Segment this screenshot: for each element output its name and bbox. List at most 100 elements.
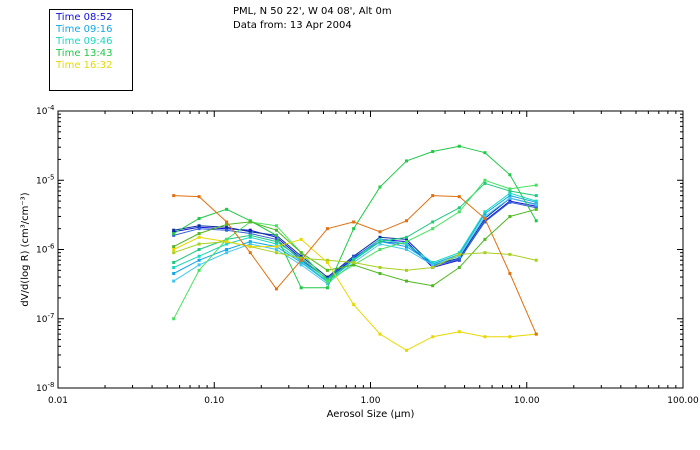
series-point (248, 232, 252, 236)
series-point (508, 194, 512, 198)
series-point (274, 233, 278, 237)
series-point (483, 335, 487, 339)
series-point (225, 242, 229, 246)
series-point (197, 217, 201, 221)
legend-entry: Time 08:52 (56, 12, 113, 23)
series-point (197, 258, 201, 262)
legend-entry: Time 09:16 (56, 24, 113, 35)
series-point (378, 230, 382, 234)
y-tick-label: 10-4 (36, 104, 55, 117)
series-point (405, 219, 409, 223)
series-point (483, 220, 487, 224)
series-point (325, 282, 329, 286)
series-point (457, 195, 461, 199)
series-point (197, 195, 201, 199)
x-axis-title: Aerosol Size (μm) (327, 409, 415, 420)
series-point (431, 335, 435, 339)
series-point (534, 194, 538, 198)
series-point (534, 258, 538, 262)
series-point (248, 230, 252, 234)
series-point (172, 317, 176, 321)
series-point (299, 258, 303, 262)
series-point (457, 206, 461, 210)
y-tick-label: 10-6 (36, 243, 55, 256)
series-point (405, 240, 409, 244)
series-point (325, 227, 329, 231)
series-point (508, 335, 512, 339)
series-point (299, 286, 303, 290)
series-point (457, 251, 461, 255)
series-point (457, 254, 461, 258)
series-point (225, 225, 229, 229)
series-point (197, 227, 201, 231)
series-point (274, 224, 278, 228)
x-tick-label: 0.01 (48, 396, 68, 406)
y-axis-title: dV/d(log R) (cm³/cm⁻³) (20, 192, 31, 306)
series-point (431, 284, 435, 288)
series-point (378, 248, 382, 251)
series-point (378, 332, 382, 336)
series-point (534, 199, 538, 203)
legend-entry: Time 13:43 (56, 48, 113, 59)
series-point (378, 242, 382, 246)
series-point (172, 265, 176, 269)
legend-entry: Time 16:32 (56, 60, 113, 71)
series-point (457, 144, 461, 148)
series-point (405, 348, 409, 352)
series-point (325, 279, 329, 283)
series-point (457, 252, 461, 256)
series-point (197, 235, 201, 239)
series-point (248, 228, 252, 232)
series-point (378, 272, 382, 276)
series-point (299, 263, 303, 267)
x-tick-label: 1.00 (360, 396, 380, 406)
series-point (299, 251, 303, 255)
series-point (274, 245, 278, 249)
series-point (457, 330, 461, 334)
series-point (225, 207, 229, 211)
x-tick-label: 10.00 (514, 396, 540, 406)
series-point (352, 227, 356, 231)
series-point (483, 210, 487, 214)
series-point (352, 255, 356, 259)
chart-header: PML, N 50 22', W 04 08', Alt 0m Data fro… (233, 5, 392, 33)
plot-frame (57, 110, 684, 389)
y-tick-label: 10-8 (36, 381, 54, 394)
series-point (225, 248, 229, 251)
series-point (172, 251, 176, 255)
series-point (325, 275, 329, 279)
series-point (378, 237, 382, 241)
series-point (483, 251, 487, 255)
series-point (431, 150, 435, 154)
series-point (225, 222, 229, 226)
series-point (431, 227, 435, 231)
series-point (172, 279, 176, 283)
series-point (508, 200, 512, 204)
series-point (483, 217, 487, 221)
y-tick-label: 10-7 (36, 312, 54, 325)
series-point (274, 287, 278, 291)
series-point (508, 173, 512, 177)
series-point (534, 183, 538, 187)
series-point (352, 303, 356, 307)
series-point (325, 286, 329, 290)
series-point (172, 248, 176, 251)
series-point (248, 220, 252, 224)
series-point (172, 272, 176, 276)
series-point (299, 237, 303, 241)
series-point (534, 206, 538, 210)
series-point (225, 240, 229, 244)
series-point (197, 232, 201, 236)
series-point (352, 258, 356, 262)
series-point (225, 251, 229, 255)
series-point (197, 263, 201, 267)
series-point (431, 194, 435, 198)
x-tick-label: 100.00 (667, 396, 699, 406)
series-point (534, 332, 538, 336)
series-point (274, 242, 278, 246)
series-line-6 (173, 192, 537, 282)
series-point (508, 252, 512, 256)
series-point (405, 279, 409, 283)
series-point (457, 265, 461, 269)
